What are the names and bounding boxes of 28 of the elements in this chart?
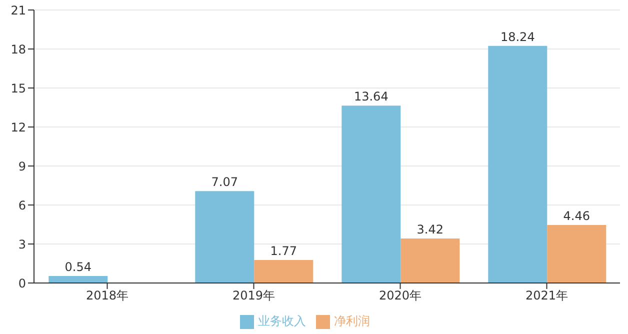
y-tick-label: 15 [10, 81, 26, 96]
y-tick-label: 21 [10, 3, 26, 18]
bar [400, 238, 460, 283]
data-label: 1.77 [270, 244, 298, 258]
bar [547, 225, 606, 283]
legend-label: 业务收入 [258, 314, 306, 328]
legend-label: 净利润 [334, 314, 370, 328]
bar [488, 46, 548, 283]
x-tick-label: 2020年 [378, 288, 422, 303]
bar [48, 276, 108, 283]
data-label: 7.07 [211, 175, 238, 190]
x-tick-label: 2019年 [232, 288, 276, 303]
data-label: 0.54 [64, 260, 92, 274]
y-tick-label: 6 [18, 198, 26, 212]
y-tick-label: 12 [10, 120, 26, 134]
data-label: 18.24 [500, 30, 535, 44]
bar [342, 106, 401, 283]
y-tick-label: 18 [10, 42, 26, 56]
x-tick-label: 2021年 [525, 288, 568, 303]
y-tick-label: 0 [18, 276, 26, 290]
data-label: 13.64 [354, 90, 388, 104]
bar [195, 191, 254, 283]
data-label: 3.42 [416, 222, 444, 237]
bar [254, 260, 314, 283]
x-tick-label: 2018年 [86, 288, 129, 303]
data-label: 4.46 [563, 209, 590, 224]
y-tick-label: 9 [18, 159, 26, 174]
y-tick-label: 3 [18, 237, 26, 252]
